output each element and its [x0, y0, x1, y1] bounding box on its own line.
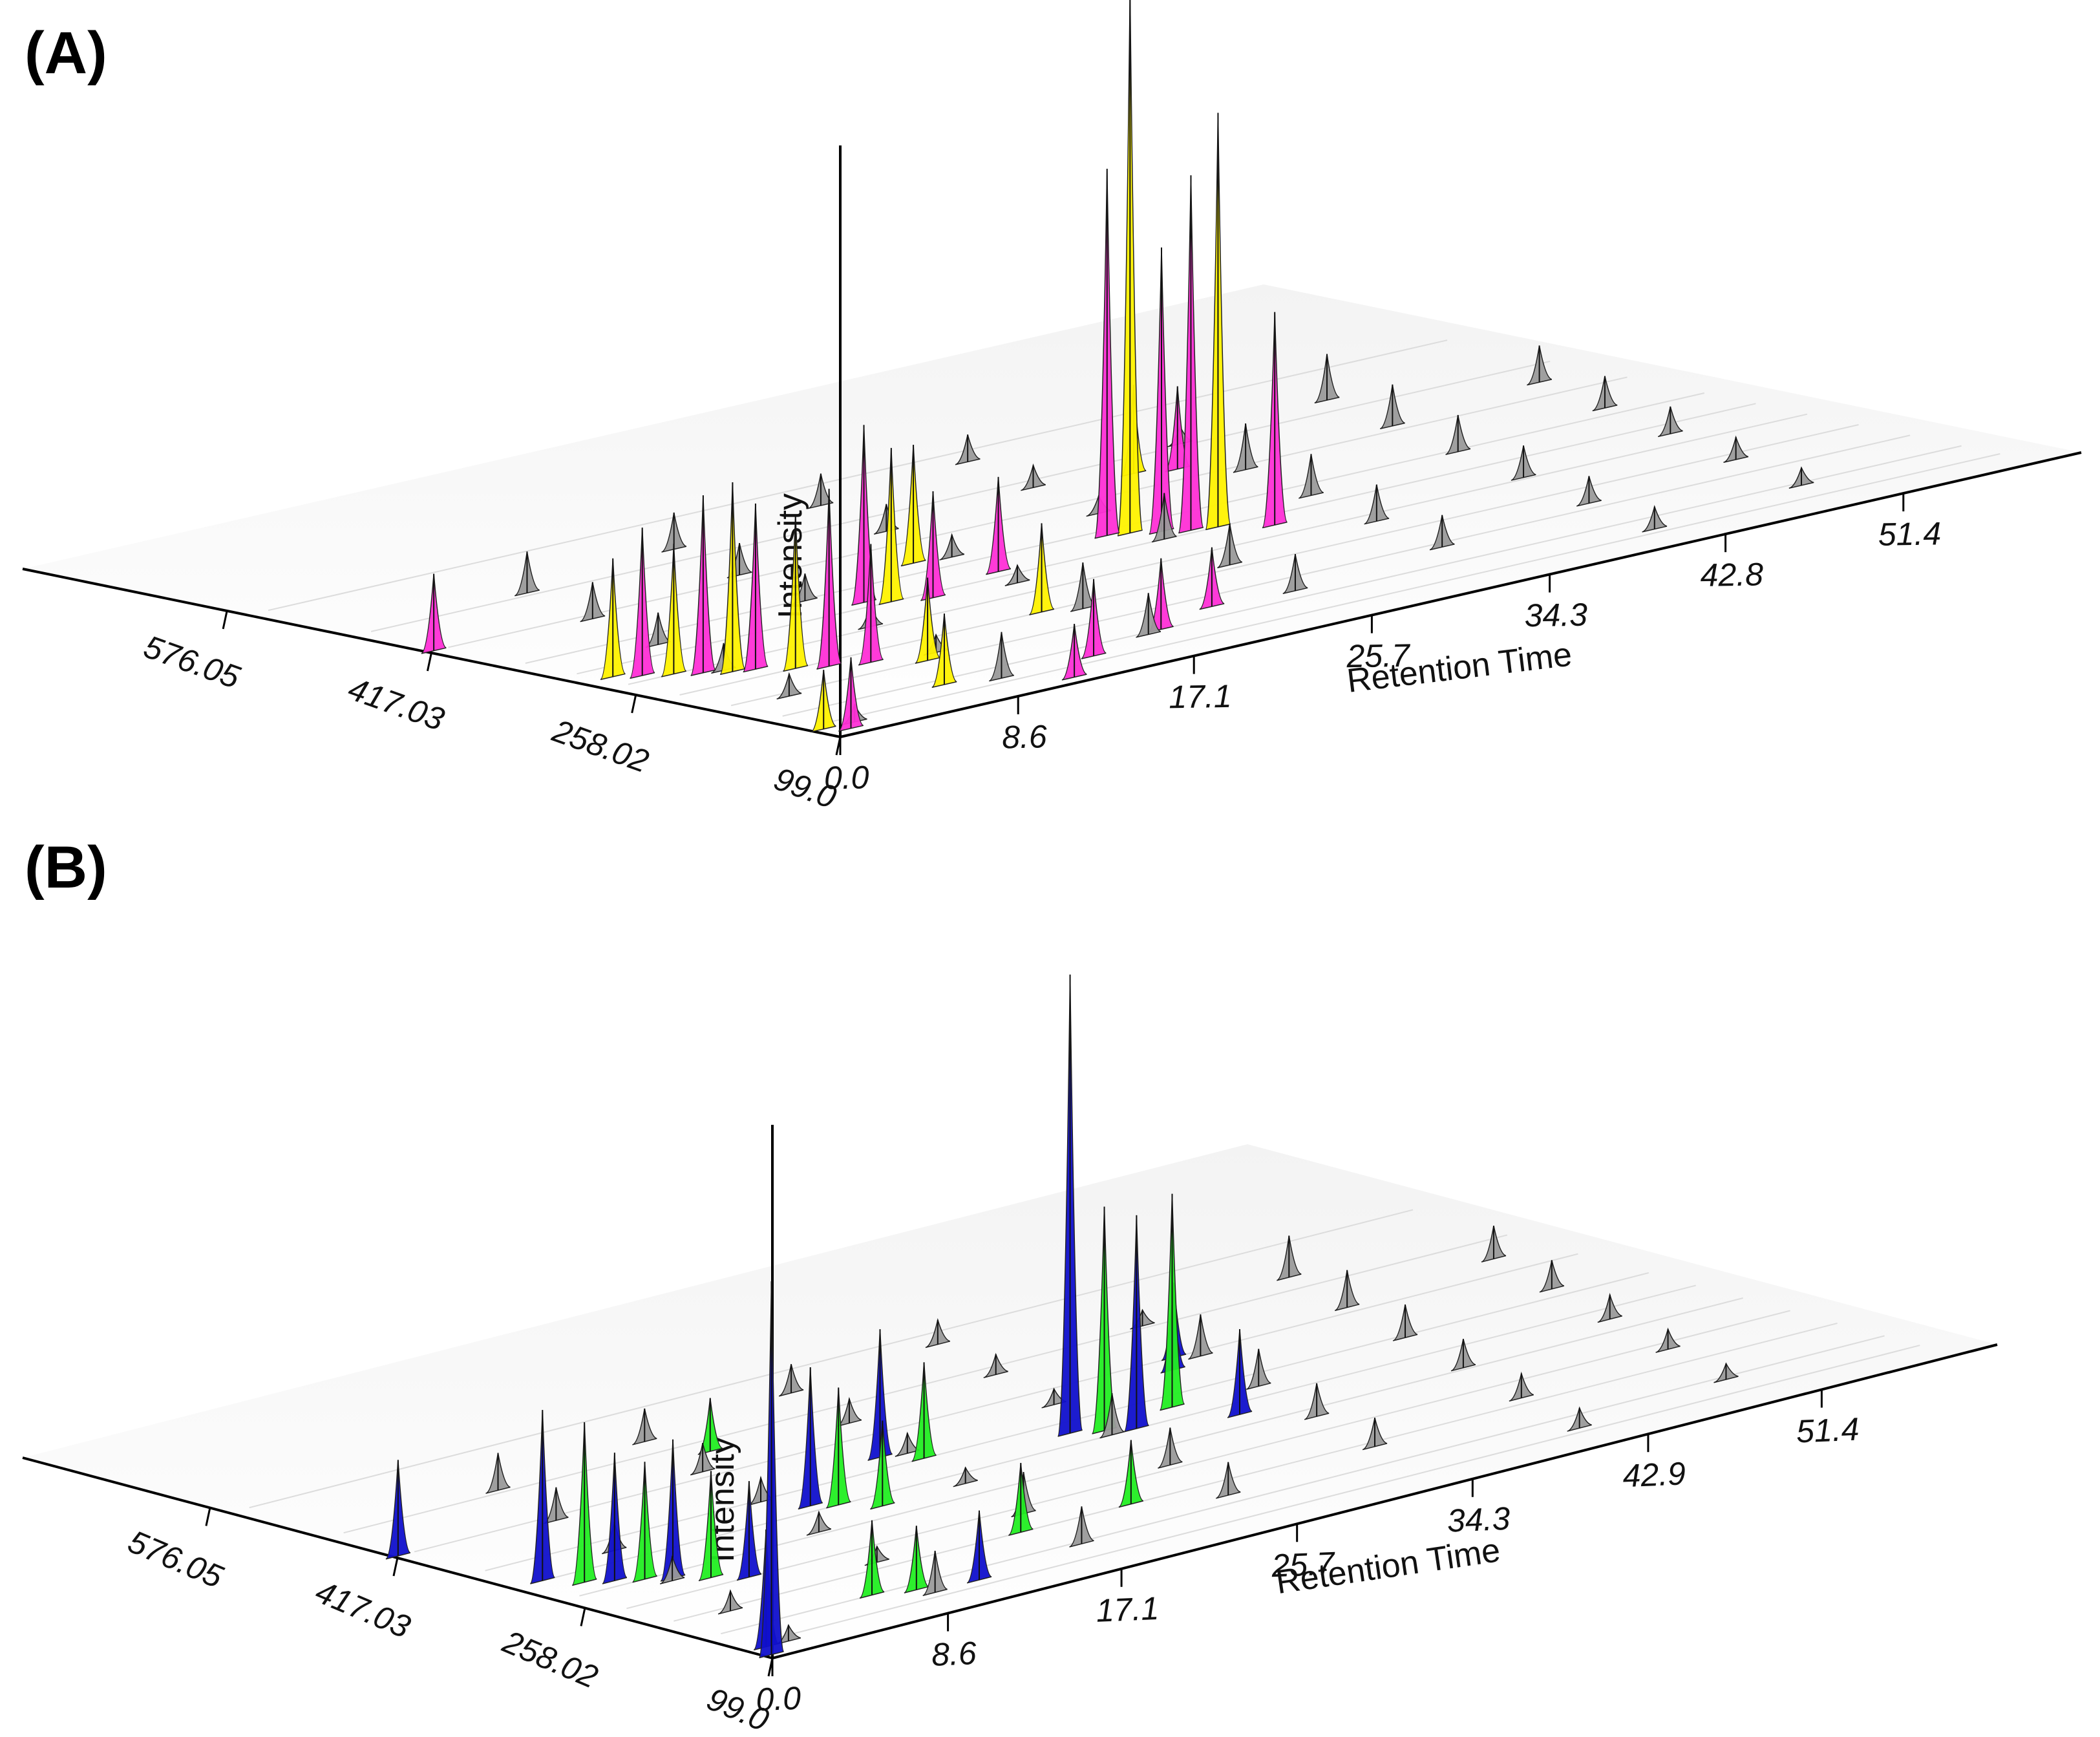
rt-tick-label: 51.4 [1796, 1411, 1860, 1450]
panel-b-label: (B) [25, 835, 107, 900]
panel-a-label: (A) [25, 20, 107, 86]
mz-tick [631, 694, 637, 714]
chart-b: 0.0 8.6 17.1 25.7 34.3 42.9 51.4 576.05 417.03 25… [22, 974, 1998, 1737]
scan-line [626, 1310, 1790, 1610]
mz-tick-label: 258.02 [547, 712, 653, 780]
scan-line [268, 339, 1448, 612]
mz-axis [22, 568, 841, 738]
mz-tick [580, 1608, 586, 1626]
rt-tick-label: 25.7 [1270, 1545, 1337, 1584]
scan-line [414, 1253, 1578, 1553]
mz-tick-label: 576.05 [123, 1523, 228, 1595]
retention-time-axis [840, 451, 2082, 738]
rt-tick-label: 8.6 [1002, 718, 1048, 755]
rt-tick-label: 42.8 [1700, 556, 1763, 593]
mz-tick-label: 258.02 [497, 1623, 603, 1696]
mz-tick [426, 652, 432, 672]
rt-tick-label: 0.0 [824, 759, 870, 796]
retention-time-axis-title: Retention Time [1273, 1531, 1502, 1601]
rt-tick-label: 34.3 [1524, 597, 1587, 634]
rt-tick-label: 17.1 [1096, 1590, 1160, 1629]
rt-tick-label: 25.7 [1346, 637, 1411, 675]
mz-tick [222, 610, 228, 630]
rt-tick-label: 42.9 [1622, 1455, 1686, 1494]
scan-line [370, 360, 1551, 632]
mz-tick [205, 1508, 211, 1526]
chart-a: 0.0 8.6 17.1 25.7 34.3 42.8 51.4 576.05 417.03 25… [22, 0, 2082, 816]
mz-tick [767, 1657, 774, 1677]
rt-tick-label: 51.4 [1878, 515, 1941, 553]
mz-tick [392, 1557, 399, 1577]
scan-line [249, 1209, 1414, 1509]
rt-tick-label: 0.0 [755, 1680, 801, 1718]
retention-time-axis [772, 1343, 1998, 1659]
rt-tick-label: 34.3 [1447, 1500, 1511, 1539]
floor-plane [23, 284, 2081, 737]
rt-tick-label: 8.6 [931, 1635, 977, 1673]
scan-line [782, 445, 1962, 717]
rt-tick-label: 17.1 [1169, 678, 1232, 716]
mz-tick [835, 736, 842, 756]
mz-tick-label: 576.05 [139, 628, 244, 696]
scan-line [821, 453, 2000, 725]
mz-tick-label: 417.03 [310, 1573, 416, 1645]
mz-tick-label: 417.03 [344, 670, 449, 738]
scan-line [756, 1345, 1920, 1644]
